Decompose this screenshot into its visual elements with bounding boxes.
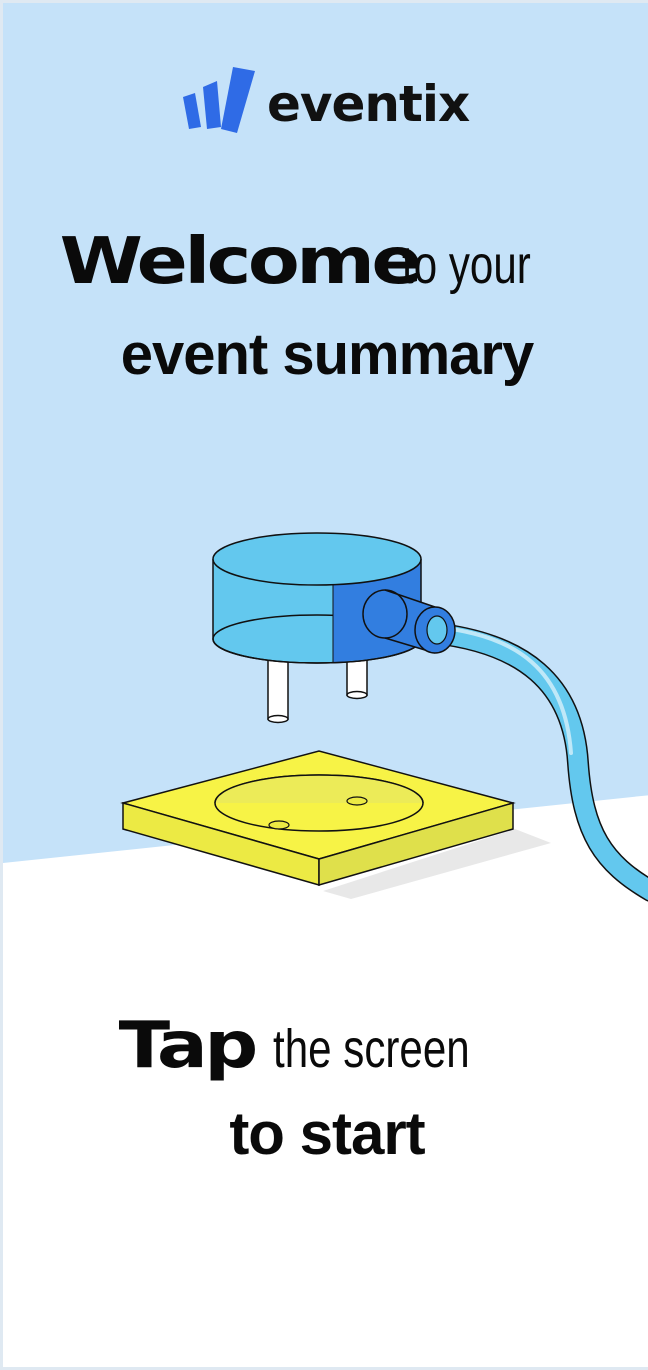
tap-bold-word: Tap: [118, 1009, 259, 1083]
eventix-logo: eventix: [181, 67, 481, 137]
socket-shadow: [323, 829, 551, 899]
bar-chart-logo-icon: [183, 67, 255, 133]
event-summary-heading: event summary: [120, 322, 535, 387]
plug-icon: [212, 532, 456, 664]
socket-icon: [120, 750, 516, 886]
to-start-text: to start: [229, 1100, 425, 1167]
tap-suffix: the screen: [272, 1019, 470, 1079]
welcome-heading: Welcome to your: [3, 225, 648, 305]
welcome-bold-word: Welcome: [59, 225, 423, 299]
brand-name: eventix: [267, 75, 470, 133]
tap-instruction: Tap the screen: [3, 1009, 648, 1089]
cable: [422, 622, 648, 902]
bottom-divider: [3, 1367, 648, 1370]
background-illustration: [3, 3, 648, 902]
welcome-suffix: to your: [401, 235, 531, 295]
